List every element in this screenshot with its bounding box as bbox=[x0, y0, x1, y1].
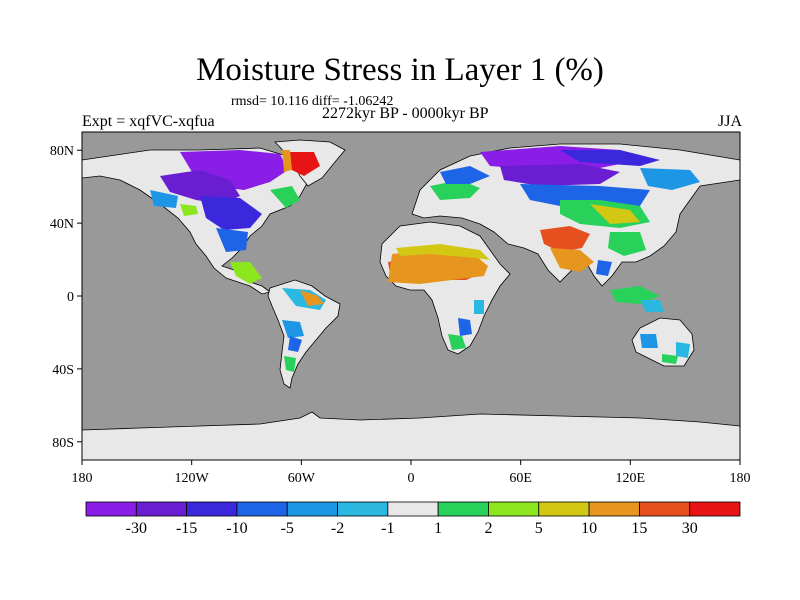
anomaly-patch bbox=[590, 204, 640, 224]
anomaly-patch bbox=[288, 336, 302, 352]
colorbar-swatch bbox=[588, 501, 640, 517]
colorbar-label: -5 bbox=[281, 520, 294, 537]
lon-tick-label: 180 bbox=[72, 471, 93, 486]
colorbar-label: -10 bbox=[226, 520, 247, 537]
anomaly-patch bbox=[640, 334, 658, 348]
anomaly-patches bbox=[150, 146, 700, 372]
anomaly-patch bbox=[500, 164, 620, 186]
lat-tick-label: 40S bbox=[52, 363, 74, 378]
anomaly-patch bbox=[596, 260, 612, 276]
anomaly-patch bbox=[610, 286, 660, 304]
lon-tick-label: 0 bbox=[408, 471, 415, 486]
colorbar-label: 30 bbox=[682, 520, 698, 537]
latitude-labels: 80N 40N 0 40S 80S bbox=[50, 144, 74, 451]
anomaly-patch bbox=[282, 150, 292, 172]
lon-tick-label: 60E bbox=[509, 471, 532, 486]
lon-tick-label: 180 bbox=[730, 471, 751, 486]
anomaly-patch bbox=[430, 180, 480, 200]
colorbar-swatch bbox=[488, 501, 540, 517]
longitude-labels: 180 120W 60W 0 60E 120E 180 bbox=[72, 471, 751, 486]
period-label: 2272kyr BP - 0000kyr BP bbox=[322, 105, 489, 122]
anomaly-patch bbox=[216, 228, 248, 252]
antarctica-land bbox=[82, 411, 740, 460]
anomaly-patch bbox=[540, 226, 590, 252]
anomaly-patch bbox=[200, 196, 262, 230]
anomaly-patch bbox=[608, 232, 646, 256]
anomaly-patch bbox=[662, 354, 678, 364]
colorbar-label: 1 bbox=[434, 520, 442, 537]
map-title: Moisture Stress in Layer 1 (%) bbox=[196, 52, 604, 88]
anomaly-patch bbox=[150, 190, 178, 208]
anomaly-patch bbox=[396, 244, 490, 260]
colorbar-swatch bbox=[538, 501, 590, 517]
axis-ticks bbox=[77, 149, 741, 465]
anomaly-patch bbox=[474, 300, 484, 314]
anomaly-patch bbox=[640, 300, 664, 312]
colorbar-label: 15 bbox=[631, 520, 647, 537]
colorbar-swatch bbox=[186, 501, 238, 517]
anomaly-patch bbox=[388, 250, 488, 284]
lat-tick-label: 80N bbox=[50, 144, 74, 159]
map-layers bbox=[82, 139, 740, 460]
colorbar-label: 10 bbox=[581, 520, 597, 537]
anomaly-patch bbox=[560, 150, 660, 166]
colorbar-swatch bbox=[337, 501, 389, 517]
experiment-label: Expt = xqfVC-xqfua bbox=[82, 113, 215, 130]
colorbar-swatch bbox=[437, 501, 489, 517]
anomaly-patch bbox=[180, 204, 198, 216]
anomaly-patch bbox=[520, 184, 650, 208]
colorbar-swatch bbox=[85, 501, 137, 517]
anomaly-patch bbox=[160, 170, 240, 204]
colorbar-label: -30 bbox=[126, 520, 147, 537]
colorbar bbox=[85, 501, 741, 517]
anomaly-patch bbox=[270, 186, 300, 208]
season-label: JJA bbox=[717, 113, 742, 130]
anomaly-patch bbox=[448, 334, 466, 350]
lon-tick-label: 120W bbox=[175, 471, 210, 486]
colorbar-label: 5 bbox=[535, 520, 543, 537]
anomaly-patch bbox=[300, 290, 324, 306]
anomaly-patch bbox=[284, 356, 296, 372]
anomaly-patch bbox=[458, 318, 472, 336]
colorbar-labels: -30 -15 -10 -5 -2 -1 1 2 5 10 15 30 bbox=[126, 520, 698, 537]
anomaly-patch bbox=[550, 248, 594, 272]
colorbar-label: -1 bbox=[381, 520, 394, 537]
anomaly-patch bbox=[286, 152, 320, 176]
colorbar-label: 2 bbox=[484, 520, 492, 537]
colorbar-swatch bbox=[638, 501, 691, 517]
anomaly-patch bbox=[676, 342, 690, 358]
lat-tick-label: 80S bbox=[52, 436, 74, 451]
colorbar-swatch bbox=[135, 501, 188, 517]
colorbar-label: -2 bbox=[331, 520, 344, 537]
anomaly-patch bbox=[440, 166, 490, 184]
colorbar-swatch bbox=[286, 501, 338, 517]
lon-tick-label: 60W bbox=[288, 471, 316, 486]
colorbar-swatch bbox=[387, 501, 439, 517]
colorbar-swatch bbox=[236, 501, 288, 517]
lon-tick-label: 120E bbox=[616, 471, 646, 486]
lat-tick-label: 0 bbox=[67, 290, 74, 305]
stats-label: rmsd= 10.116 diff= -1.06242 bbox=[231, 94, 394, 109]
anomaly-patch bbox=[230, 262, 262, 284]
anomaly-patch bbox=[640, 168, 700, 190]
anomaly-patch bbox=[282, 320, 304, 338]
colorbar-swatch bbox=[689, 501, 741, 517]
colorbar-label: -15 bbox=[176, 520, 197, 537]
lat-tick-label: 40N bbox=[50, 217, 74, 232]
